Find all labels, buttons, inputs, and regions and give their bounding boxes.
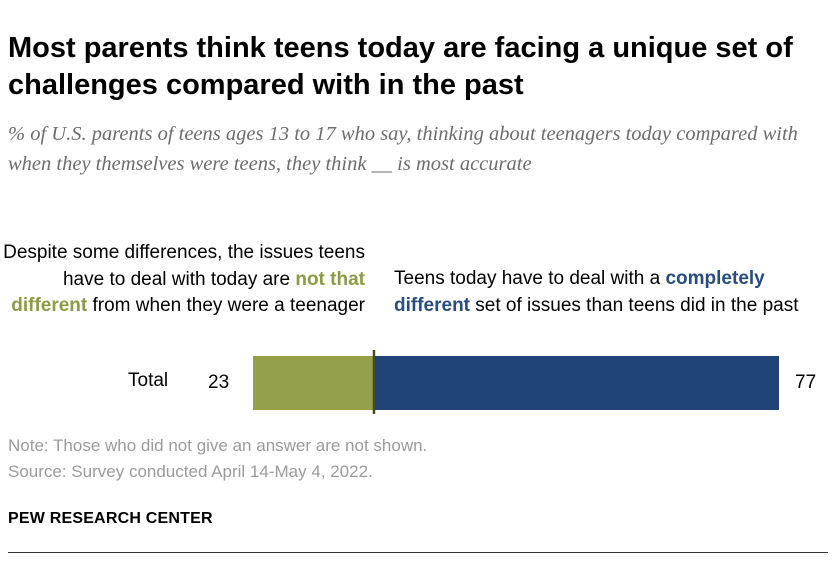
data-label-completely-different: 77 <box>795 372 817 393</box>
bottom-rule <box>8 552 828 553</box>
legend-text-right-pre: Teens today have to deal with a <box>394 268 666 289</box>
category-label-total: Total <box>128 370 169 391</box>
chart-note: Note: Those who did not give an answer a… <box>8 436 428 455</box>
legend-text-left-pre: Despite some differences, the issues tee… <box>3 242 365 290</box>
chart-title: Most parents think teens today are facin… <box>8 32 793 101</box>
legend-text-right-post: set of issues than teens did in the past <box>470 294 799 316</box>
legend-text-left-post: from when they were a teenager <box>87 295 366 316</box>
chart-source: Source: Survey conducted April 14-May 4,… <box>8 462 373 481</box>
bar-not-that-different <box>253 356 374 410</box>
data-label-not-that-different: 23 <box>208 372 230 393</box>
legend-highlight-not-that-different: not that different <box>11 268 365 317</box>
legend-label-completely-different: Teens today have to deal with a complete… <box>394 266 814 319</box>
chart-subtitle: % of U.S. parents of teens ages 13 to 17… <box>8 123 798 175</box>
bar-completely-different <box>373 356 779 410</box>
brand-logo-text: PEW RESEARCH CENTER <box>8 510 213 527</box>
legend-label-not-that-different: Despite some differences, the issues tee… <box>0 240 365 320</box>
legend-highlight-completely-different: completely different <box>394 268 765 316</box>
